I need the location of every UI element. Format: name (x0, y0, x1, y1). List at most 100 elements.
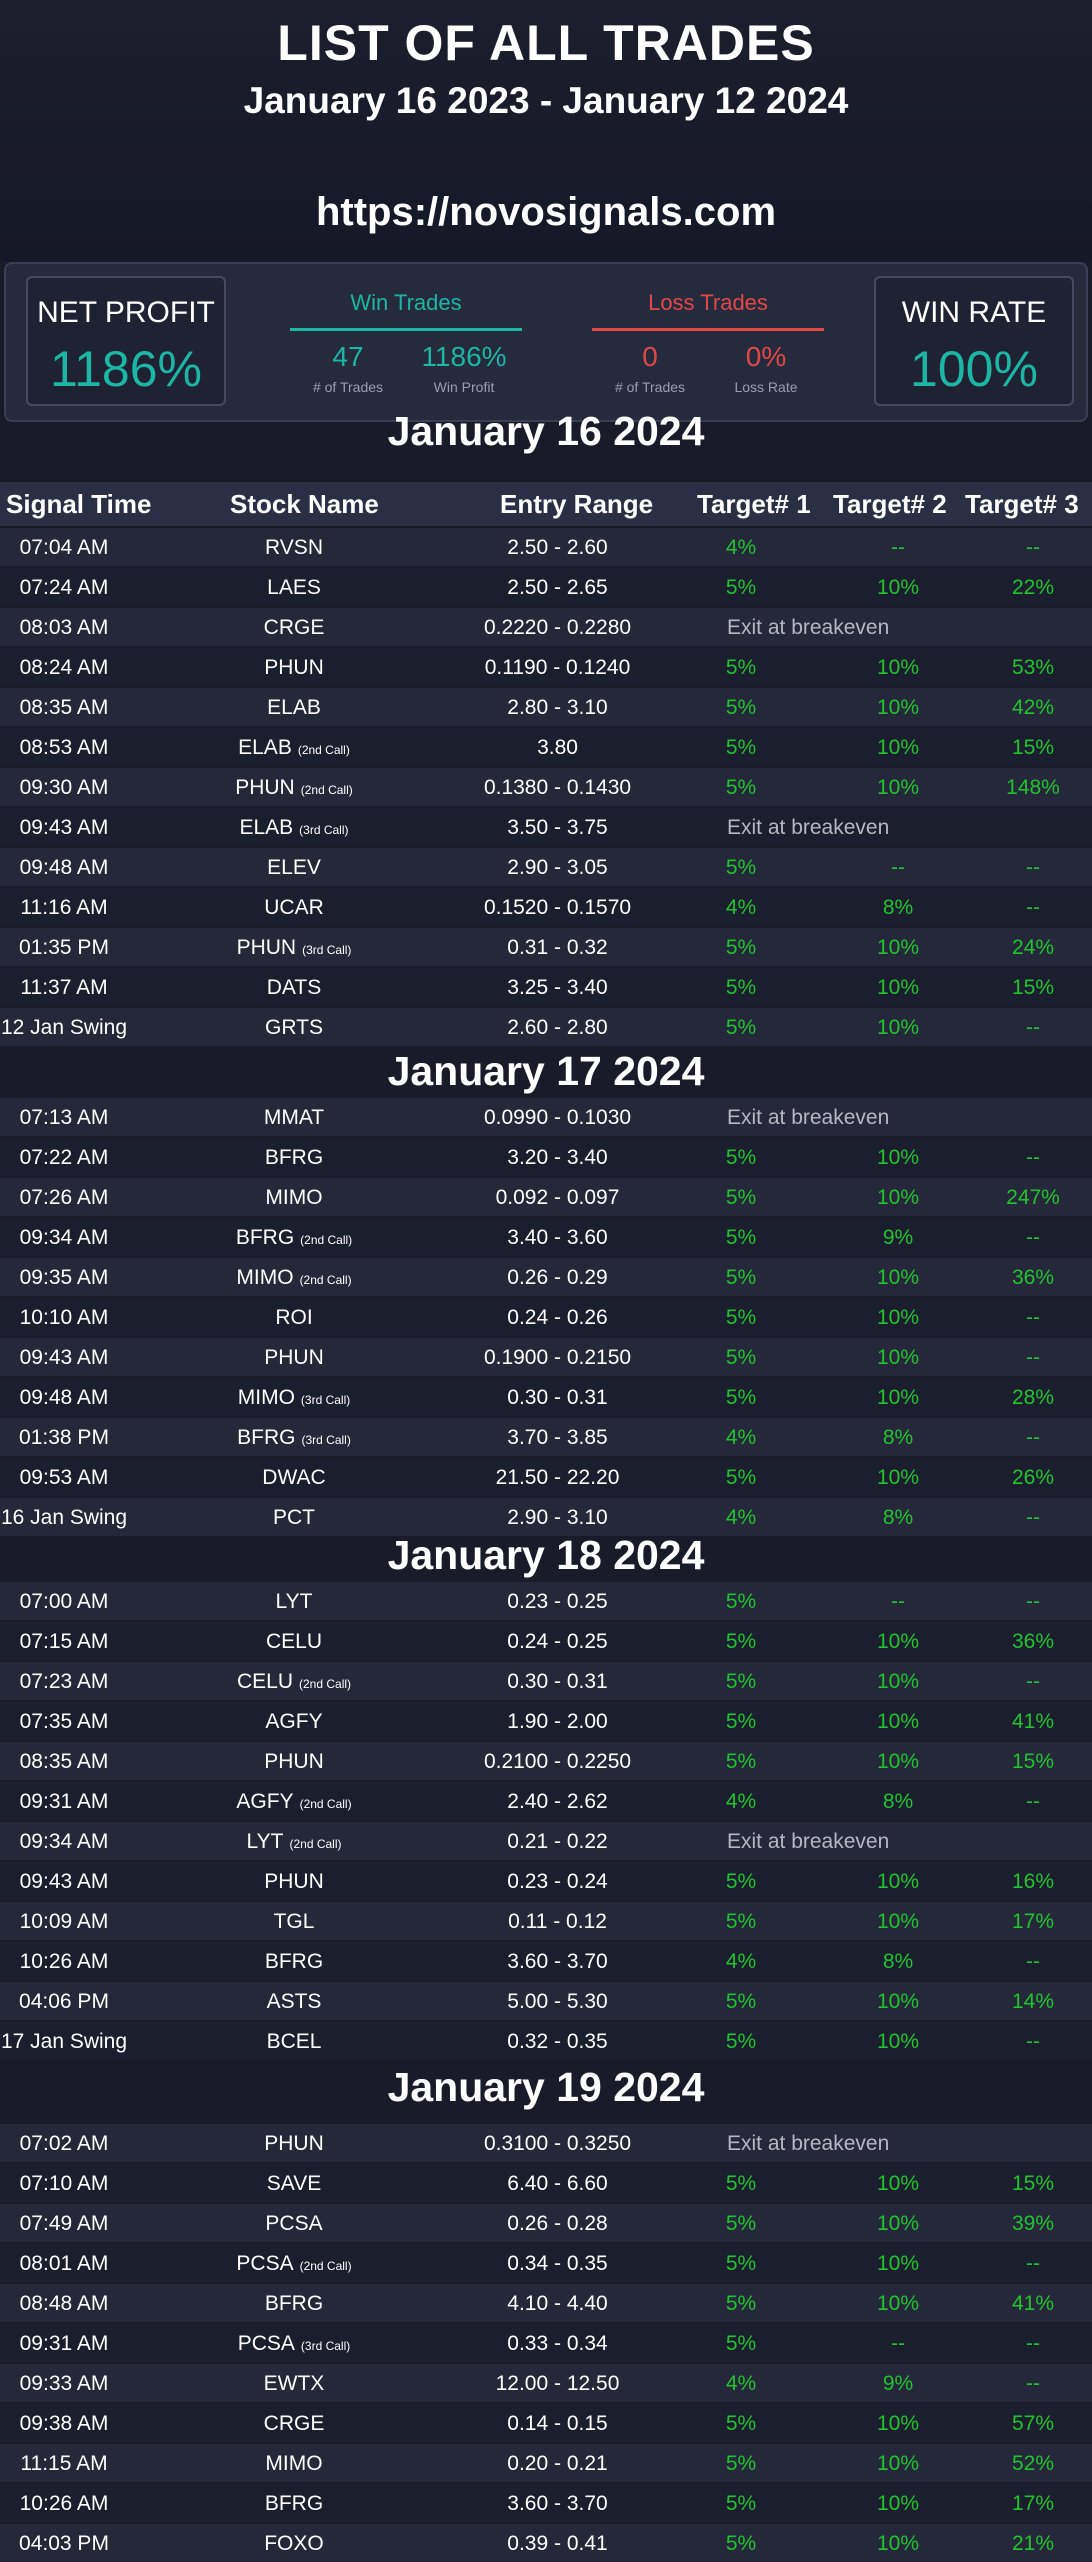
signal-time: 16 Jan Swing (0, 1506, 128, 1529)
entry-range: 2.60 - 2.80 (507, 1016, 608, 1039)
target-2: 10% (876, 976, 920, 999)
table-row: 09:43 AM PHUN 0.23 - 0.24 5% 10% 16% (0, 1862, 1092, 1900)
target-2: 10% (876, 776, 920, 799)
signal-time: 12 Jan Swing (0, 1016, 128, 1039)
stock-name: BFRG (194, 2292, 394, 2316)
target-1: 5% (725, 1016, 757, 1039)
stock-name: ROI (194, 1306, 394, 1330)
target-1: 5% (725, 2532, 757, 2555)
target-1: 5% (725, 656, 757, 679)
target-1: 5% (725, 1750, 757, 1773)
stock-name: SAVE (194, 2172, 394, 2196)
table-row: 09:38 AM CRGE 0.14 - 0.15 5% 10% 57% (0, 2404, 1092, 2442)
target-2: 10% (876, 736, 920, 759)
table-row: 07:13 AM MMAT 0.0990 - 0.1030 Exit at break… (0, 1098, 1092, 1136)
stock-symbol: ELAB (267, 696, 321, 719)
entry-range: 0.14 - 0.15 (507, 2412, 608, 2435)
signal-time: 07:02 AM (19, 2132, 109, 2155)
target-2: 10% (876, 576, 920, 599)
stock-symbol: PHUN (235, 776, 295, 799)
stock-symbol: ELAB (239, 816, 294, 839)
stock-name: PHUN (194, 2132, 394, 2156)
signal-time: 10:26 AM (19, 1950, 109, 1973)
signal-time: 09:48 AM (19, 856, 109, 879)
stock-name: CRGE (194, 616, 394, 640)
target-1: 5% (725, 2332, 757, 2355)
stock-name: PCSA (194, 2212, 394, 2236)
stock-symbol: ROI (275, 1306, 313, 1329)
target-3: 41% (1011, 1710, 1055, 1733)
target-3: 53% (1011, 656, 1055, 679)
entry-range: 0.23 - 0.24 (507, 1870, 608, 1893)
stock-symbol: UCAR (264, 896, 324, 919)
target-3: -- (1026, 2030, 1040, 2053)
stock-name: PHUN (194, 656, 394, 680)
target-1: 4% (725, 1950, 757, 1973)
target-2: 10% (876, 2412, 920, 2435)
table-row: 09:30 AM PHUN (2nd Call) 0.1380 - 0.1430 5% 1… (0, 768, 1092, 806)
loss-trades-title: Loss Trades (648, 290, 768, 315)
target-3: 15% (1011, 736, 1055, 759)
entry-range: 5.00 - 5.30 (507, 1990, 608, 2013)
target-1: 5% (725, 736, 757, 759)
website-url[interactable]: https://novosignals.com (315, 190, 777, 234)
stock-name: MMAT (194, 1106, 394, 1130)
stock-name: PHUN (3rd Call) (194, 936, 394, 960)
call-tag: (2nd Call) (300, 783, 353, 797)
entry-range: 1.90 - 2.00 (507, 1710, 608, 1733)
win-profit-caption: Win Profit (433, 379, 495, 395)
target-2: 10% (876, 1346, 920, 1369)
table-row: 07:00 AM LYT 0.23 - 0.25 5% -- -- (0, 1582, 1092, 1620)
stock-name: MIMO (3rd Call) (194, 1386, 394, 1410)
target-2: 10% (876, 1386, 920, 1409)
stock-symbol: PHUN (264, 1346, 324, 1369)
target-3: 26% (1011, 1466, 1055, 1489)
stock-name: TGL (194, 1910, 394, 1934)
stock-name: LYT (2nd Call) (194, 1830, 394, 1854)
target-2: 8% (882, 1426, 914, 1449)
stock-symbol: FOXO (264, 2532, 324, 2555)
entry-range: 0.0990 - 0.1030 (483, 1106, 632, 1129)
target-2: 8% (882, 1790, 914, 1813)
entry-range: 0.39 - 0.41 (507, 2532, 608, 2555)
signal-time: 07:49 AM (19, 2212, 109, 2235)
stock-symbol: DATS (266, 976, 322, 999)
signal-time: 01:35 PM (19, 936, 109, 959)
target-3: 16% (1011, 1870, 1055, 1893)
target-3: -- (1026, 1790, 1040, 1813)
table-row: 07:04 AM RVSN 2.50 - 2.60 4% -- -- (0, 528, 1092, 566)
table-row: 07:24 AM LAES 2.50 - 2.65 5% 10% 22% (0, 568, 1092, 606)
table-header: Signal Time Stock Name Entry Range Targe… (0, 482, 1092, 526)
entry-range: 3.25 - 3.40 (507, 976, 608, 999)
target-1: 5% (725, 1466, 757, 1489)
target-1: 4% (725, 896, 757, 919)
entry-range: 3.20 - 3.40 (507, 1146, 608, 1169)
stock-symbol: PCSA (237, 2332, 295, 2355)
signal-time: 07:24 AM (19, 576, 109, 599)
target-1: 5% (725, 1630, 757, 1653)
entry-range: 3.40 - 3.60 (507, 1226, 608, 1249)
call-tag: (3rd Call) (299, 823, 349, 837)
target-3: 39% (1011, 2212, 1055, 2235)
table-row: 04:03 PM FOXO 0.39 - 0.41 5% 10% 21% (0, 2524, 1092, 2562)
entry-range: 0.31 - 0.32 (507, 936, 608, 959)
target-2: 8% (882, 896, 914, 919)
stock-symbol: SAVE (266, 2172, 322, 2195)
stock-name: ASTS (194, 1990, 394, 2014)
entry-range: 2.80 - 3.10 (507, 696, 608, 719)
signal-time: 10:09 AM (19, 1910, 109, 1933)
stock-name: ELAB (194, 696, 394, 720)
target-3: 17% (1011, 2492, 1055, 2515)
signal-time: 17 Jan Swing (0, 2030, 128, 2053)
entry-range: 0.3100 - 0.3250 (483, 2132, 632, 2155)
entry-range: 6.40 - 6.60 (507, 2172, 608, 2195)
stats-panel: NET PROFIT 1186% Win Trades 47 # of Trad… (4, 262, 1088, 422)
call-tag: (2nd Call) (297, 743, 350, 757)
entry-range: 0.24 - 0.26 (507, 1306, 608, 1329)
target-1: 5% (725, 1146, 757, 1169)
target-3: -- (1026, 536, 1040, 559)
target-1: 5% (725, 936, 757, 959)
entry-range: 2.50 - 2.65 (507, 576, 608, 599)
stock-name: ELEV (194, 856, 394, 880)
entry-range: 12.00 - 12.50 (495, 2372, 620, 2395)
